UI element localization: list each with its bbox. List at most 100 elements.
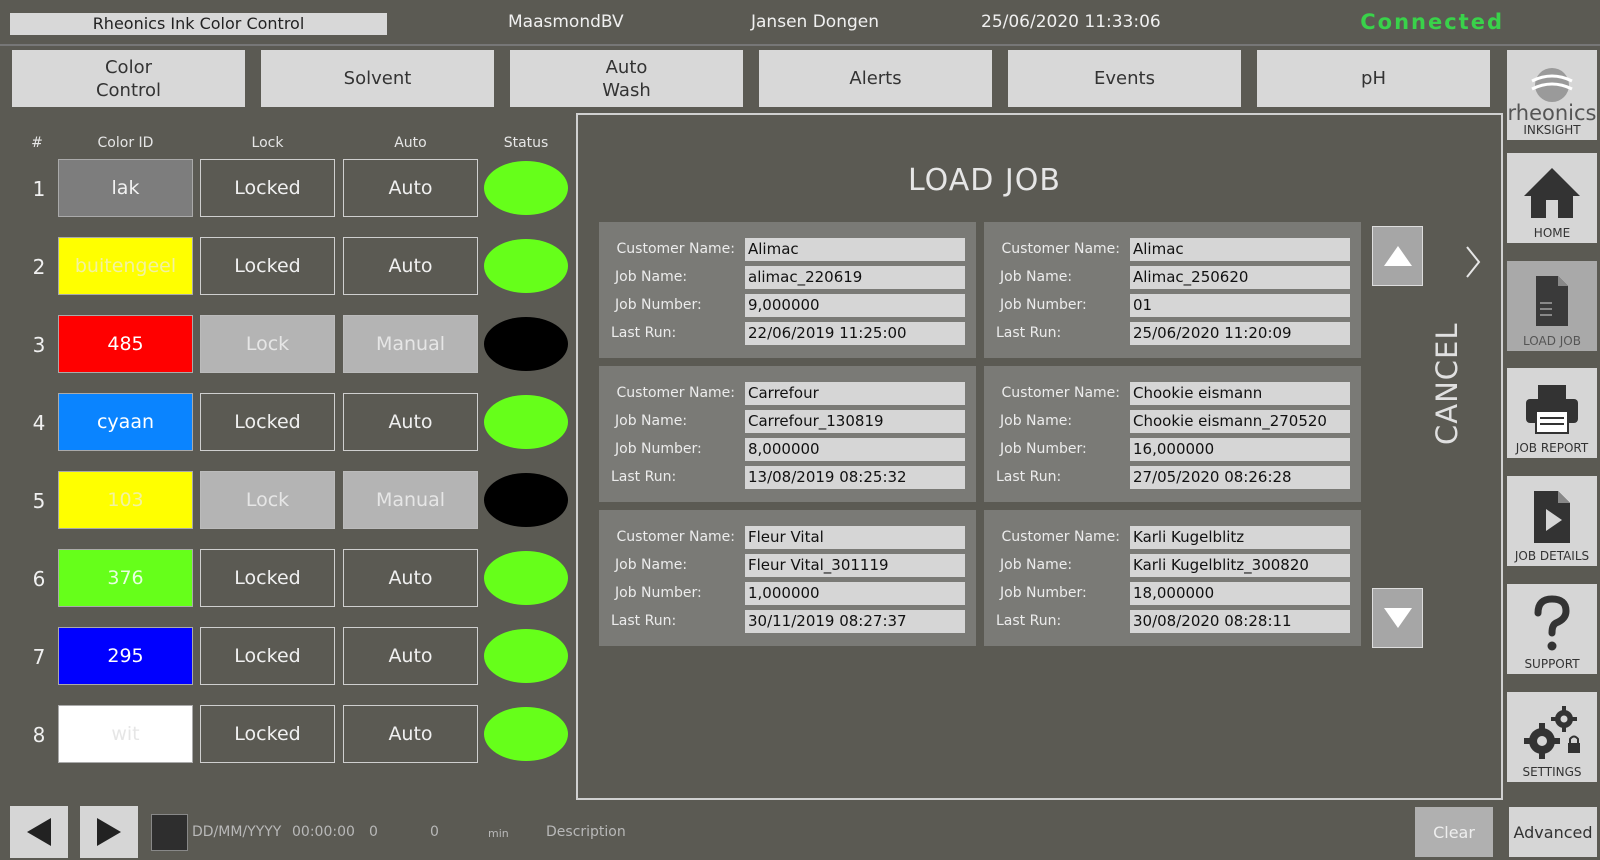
color-id-cell[interactable]: 103 <box>58 471 193 529</box>
color-id-cell[interactable]: cyaan <box>58 393 193 451</box>
job-field-value: 27/05/2020 08:26:28 <box>1130 466 1350 489</box>
job-card[interactable]: Customer Name: Chookie eismann Job Name: Ch… <box>984 366 1361 502</box>
color-id-cell[interactable]: 295 <box>58 627 193 685</box>
row-number: 4 <box>32 411 46 435</box>
auto-button[interactable]: Auto <box>343 705 478 763</box>
header-status: Status <box>503 135 549 151</box>
tab-auto-wash[interactable]: Auto Wash <box>510 50 743 107</box>
tab-ph[interactable]: pH <box>1257 50 1490 107</box>
lock-button[interactable]: Locked <box>200 393 335 451</box>
tab-events[interactable]: Events <box>1008 50 1241 107</box>
next-button[interactable] <box>80 806 138 858</box>
job-field-label: Customer Name: <box>1001 385 1120 401</box>
tab-solvent[interactable]: Solvent <box>261 50 494 107</box>
status-indicator <box>484 395 568 449</box>
color-id-cell[interactable]: buitengeel <box>58 237 193 295</box>
lock-button[interactable]: Lock <box>200 471 335 529</box>
document-icon <box>1536 276 1568 326</box>
auto-button[interactable]: Auto <box>343 237 478 295</box>
job-field-value: 18,000000 <box>1130 582 1350 605</box>
job-field-value: Fleur Vital_301119 <box>745 554 965 577</box>
question-icon <box>1534 595 1570 651</box>
value-b: 0 <box>430 824 439 840</box>
rheonics-logo-icon <box>1531 68 1573 102</box>
status-indicator <box>484 629 568 683</box>
job-field-label: Job Name: <box>1000 413 1073 429</box>
color-id-cell[interactable]: wit <box>58 705 193 763</box>
job-card[interactable]: Customer Name: Alimac Job Name: Alimac_2506… <box>984 222 1361 358</box>
job-field-value: 16,000000 <box>1130 438 1350 461</box>
status-indicator <box>484 473 568 527</box>
header-color-id: Color ID <box>97 135 154 151</box>
tab-color-control[interactable]: Color Control <box>12 50 245 107</box>
triangle-up-icon <box>1383 246 1412 266</box>
unit-label: min <box>488 827 509 840</box>
sidebar-item-load-job[interactable]: LOAD JOB <box>1507 261 1597 351</box>
logo-text: rheonics <box>1507 101 1597 125</box>
lock-button[interactable]: Locked <box>200 549 335 607</box>
advanced-button[interactable]: Advanced <box>1509 807 1597 857</box>
color-id-cell[interactable]: 485 <box>58 315 193 373</box>
lock-button[interactable]: Lock <box>200 315 335 373</box>
sidebar-item-label: LOAD JOB <box>1523 334 1581 348</box>
row-number: 6 <box>32 567 46 591</box>
job-field-label: Job Name: <box>615 413 688 429</box>
job-field-label: Job Name: <box>615 269 688 285</box>
play-document-icon <box>1534 491 1570 543</box>
arrow-left-icon <box>27 818 51 846</box>
auto-button[interactable]: Manual <box>343 471 478 529</box>
scroll-down-button[interactable] <box>1372 588 1423 648</box>
chevron-right-icon[interactable] <box>1464 245 1482 279</box>
job-field-value: Karli Kugelblitz <box>1130 526 1350 549</box>
row-number: 2 <box>32 255 46 279</box>
scroll-up-button[interactable] <box>1372 226 1423 286</box>
job-field-value: 30/11/2019 08:27:37 <box>745 610 965 633</box>
lock-button[interactable]: Locked <box>200 705 335 763</box>
auto-button[interactable]: Auto <box>343 393 478 451</box>
top-bar: Rheonics Ink Color Control MaasmondBV Ja… <box>0 0 1600 46</box>
sidebar-item-support[interactable]: SUPPORT <box>1507 584 1597 674</box>
auto-button[interactable]: Auto <box>343 549 478 607</box>
sidebar-item-settings[interactable]: SETTINGS <box>1507 692 1597 782</box>
job-field-value: 01 <box>1130 294 1350 317</box>
auto-button[interactable]: Manual <box>343 315 478 373</box>
job-card[interactable]: Customer Name: Karli Kugelblitz Job Name: K… <box>984 510 1361 646</box>
job-field-label: Job Number: <box>1000 441 1087 457</box>
status-indicator <box>484 707 568 761</box>
job-card[interactable]: Customer Name: Carrefour Job Name: Carrefou… <box>599 366 976 502</box>
sidebar-item-label: JOB REPORT <box>1515 441 1589 455</box>
job-field-label: Last Run: <box>996 613 1062 629</box>
lock-button[interactable]: Locked <box>200 159 335 217</box>
description-field: Description <box>546 824 626 840</box>
job-field-label: Job Number: <box>615 585 702 601</box>
job-field-label: Job Name: <box>1000 557 1073 573</box>
job-field-label: Last Run: <box>996 469 1062 485</box>
auto-button[interactable]: Auto <box>343 159 478 217</box>
rheonics-logo: rheonics INKSIGHT <box>1507 50 1597 140</box>
sidebar-item-job-details[interactable]: JOB DETAILS <box>1507 476 1597 566</box>
clear-button[interactable]: Clear <box>1415 807 1493 857</box>
lock-button[interactable]: Locked <box>200 627 335 685</box>
sidebar-item-job-report[interactable]: JOB REPORT <box>1507 368 1597 458</box>
color-id-cell[interactable]: 376 <box>58 549 193 607</box>
row-number: 7 <box>32 645 46 669</box>
job-card[interactable]: Customer Name: Alimac Job Name: alimac_2206… <box>599 222 976 358</box>
lock-button[interactable]: Locked <box>200 237 335 295</box>
job-field-label: Job Name: <box>1000 269 1073 285</box>
status-indicator <box>484 161 568 215</box>
prev-button[interactable] <box>10 806 68 858</box>
job-card[interactable]: Customer Name: Fleur Vital Job Name: Fleur … <box>599 510 976 646</box>
job-field-value: 30/08/2020 08:28:11 <box>1130 610 1350 633</box>
color-id-cell[interactable]: lak <box>58 159 193 217</box>
row-number: 5 <box>32 489 46 513</box>
app-title: Rheonics Ink Color Control <box>10 13 387 35</box>
job-field-value: alimac_220619 <box>745 266 965 289</box>
load-job-title: LOAD JOB <box>908 163 1061 198</box>
tab-alerts[interactable]: Alerts <box>759 50 992 107</box>
job-field-value: Karli Kugelblitz_300820 <box>1130 554 1350 577</box>
cancel-button[interactable]: CANCEL <box>1430 322 1464 445</box>
job-field-value: Alimac_250620 <box>1130 266 1350 289</box>
auto-button[interactable]: Auto <box>343 627 478 685</box>
sidebar-item-home[interactable]: HOME <box>1507 153 1597 243</box>
header-num: # <box>31 135 43 151</box>
